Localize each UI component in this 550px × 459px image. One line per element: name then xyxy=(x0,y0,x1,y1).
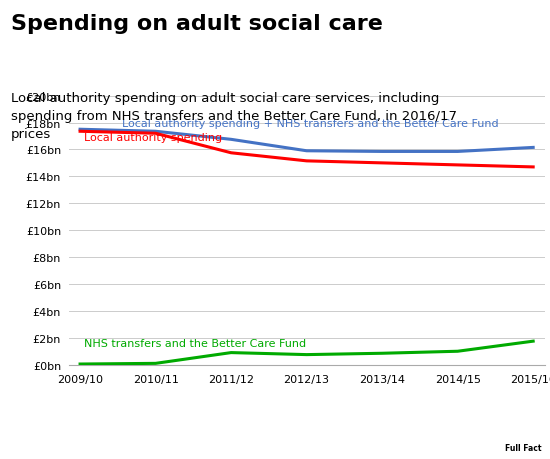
Polygon shape xyxy=(470,420,550,459)
Text: Institute for Fiscal Studies, Green Budget 2017, Chapter 5, table 5.7: Institute for Fiscal Studies, Green Budg… xyxy=(47,435,405,444)
Text: NHS transfers and the Better Care Fund: NHS transfers and the Better Care Fund xyxy=(84,338,306,348)
Text: Spending on adult social care: Spending on adult social care xyxy=(11,14,383,34)
Text: Local authority spending on adult social care services, including
spending from : Local authority spending on adult social… xyxy=(11,92,457,141)
Text: Local authority spending: Local authority spending xyxy=(84,133,222,143)
Text: Full Fact: Full Fact xyxy=(505,443,542,452)
Text: Local authority spending + NHS transfers and the Better Care Fund: Local authority spending + NHS transfers… xyxy=(122,118,498,129)
Text: Source:: Source: xyxy=(8,435,53,444)
